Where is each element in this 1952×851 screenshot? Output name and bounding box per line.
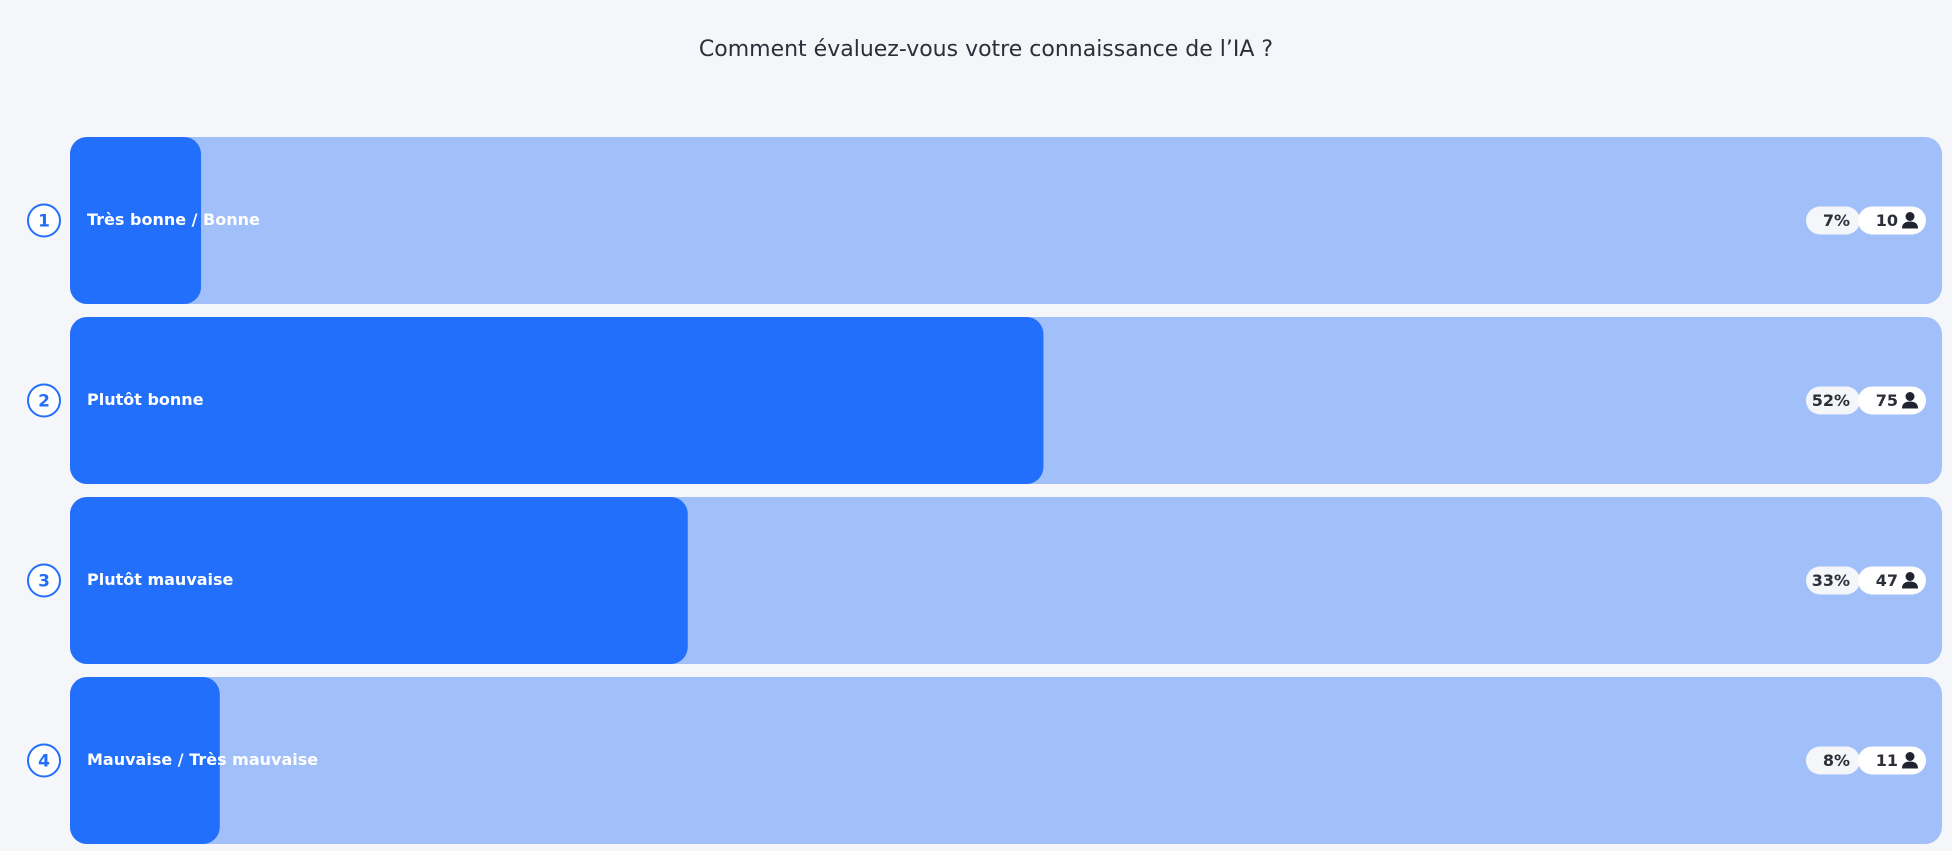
percent-label: 52% — [1812, 391, 1850, 410]
count-label: 11 — [1876, 751, 1898, 770]
bar-track — [70, 677, 1942, 844]
rank-circle — [27, 383, 61, 418]
bar-label: Plutôt mauvaise — [87, 570, 234, 589]
percent-pill — [1806, 386, 1860, 415]
person-icon-body — [1902, 581, 1918, 589]
bar — [70, 137, 202, 304]
percent-label: 8% — [1823, 751, 1850, 770]
person-icon-body — [1902, 401, 1918, 409]
person-icon-head — [1905, 212, 1915, 221]
percent-pill — [1806, 206, 1860, 235]
rank-number: 1 — [38, 212, 50, 232]
count-label: 47 — [1876, 571, 1898, 590]
rank-circle — [27, 563, 61, 598]
bar-label: Mauvaise / Très mauvaise — [87, 750, 318, 769]
rank-number: 2 — [38, 392, 50, 412]
count-label: 75 — [1876, 391, 1898, 410]
person-icon-head — [1905, 752, 1915, 761]
rank-number: 4 — [38, 752, 50, 772]
person-icon-head — [1905, 572, 1915, 581]
rank-number: 3 — [38, 572, 50, 592]
percent-pill — [1806, 746, 1860, 775]
count-label: 10 — [1876, 211, 1898, 230]
bar — [70, 317, 1044, 484]
percent-pill — [1806, 566, 1860, 595]
person-icon-body — [1902, 761, 1918, 769]
bar — [70, 677, 220, 844]
rank-circle — [27, 203, 61, 238]
bar — [70, 497, 688, 664]
rank-circle — [27, 743, 61, 778]
bar-track — [70, 137, 1942, 304]
chart-title: Comment évaluez-vous votre connaissance … — [699, 37, 1273, 62]
person-icon-body — [1902, 221, 1918, 229]
percent-label: 7% — [1823, 211, 1850, 230]
percent-label: 33% — [1812, 571, 1850, 590]
bar-label: Plutôt bonne — [87, 390, 204, 409]
bar-label: Très bonne / Bonne — [87, 210, 260, 229]
person-icon-head — [1905, 392, 1915, 401]
